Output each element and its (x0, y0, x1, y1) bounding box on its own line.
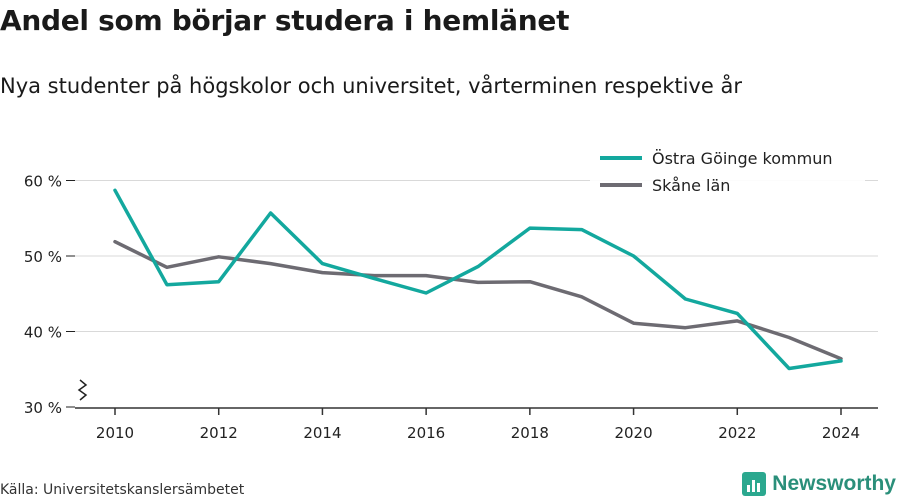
x-tick-label: 2010 (96, 424, 134, 442)
brand-name: Newsworthy (772, 472, 896, 495)
y-tick-label: 40 % (24, 324, 62, 342)
legend-label: Östra Göinge kommun (652, 149, 832, 168)
x-tick-label: 2014 (303, 424, 341, 442)
y-tick-label: 50 % (24, 248, 62, 266)
y-tick-label: 60 % (24, 173, 62, 191)
legend: Östra Göinge kommun Skåne län (590, 142, 865, 200)
axis-layer: 30 % 40 % 50 % 60 % 2010 2012 2014 2016 2018 2020… (24, 173, 878, 442)
x-tick-label: 2024 (822, 424, 860, 442)
x-tick-label: 2012 (200, 424, 238, 442)
series-line (113, 188, 843, 371)
legend-box (590, 142, 865, 200)
chart-subtitle: Nya studenter på högskolor och universit… (0, 74, 742, 98)
x-tick-label: 2018 (511, 424, 549, 442)
axis-break-icon (77, 379, 88, 401)
grid-layer (75, 180, 878, 332)
chart-title: Andel som börjar studera i hemlänet (0, 4, 570, 37)
x-tick-label: 2016 (407, 424, 445, 442)
legend-label: Skåne län (652, 176, 730, 195)
bar-chart-icon (742, 472, 767, 496)
source-note: Källa: Universitetskanslersämbetet (0, 482, 245, 498)
series-line (113, 239, 843, 361)
x-tick-label: 2022 (718, 424, 756, 442)
y-tick-label: 30 % (24, 399, 62, 417)
brand-logo: Newsworthy (742, 472, 896, 496)
series-layer (113, 188, 843, 371)
x-tick-label: 2020 (614, 424, 652, 442)
